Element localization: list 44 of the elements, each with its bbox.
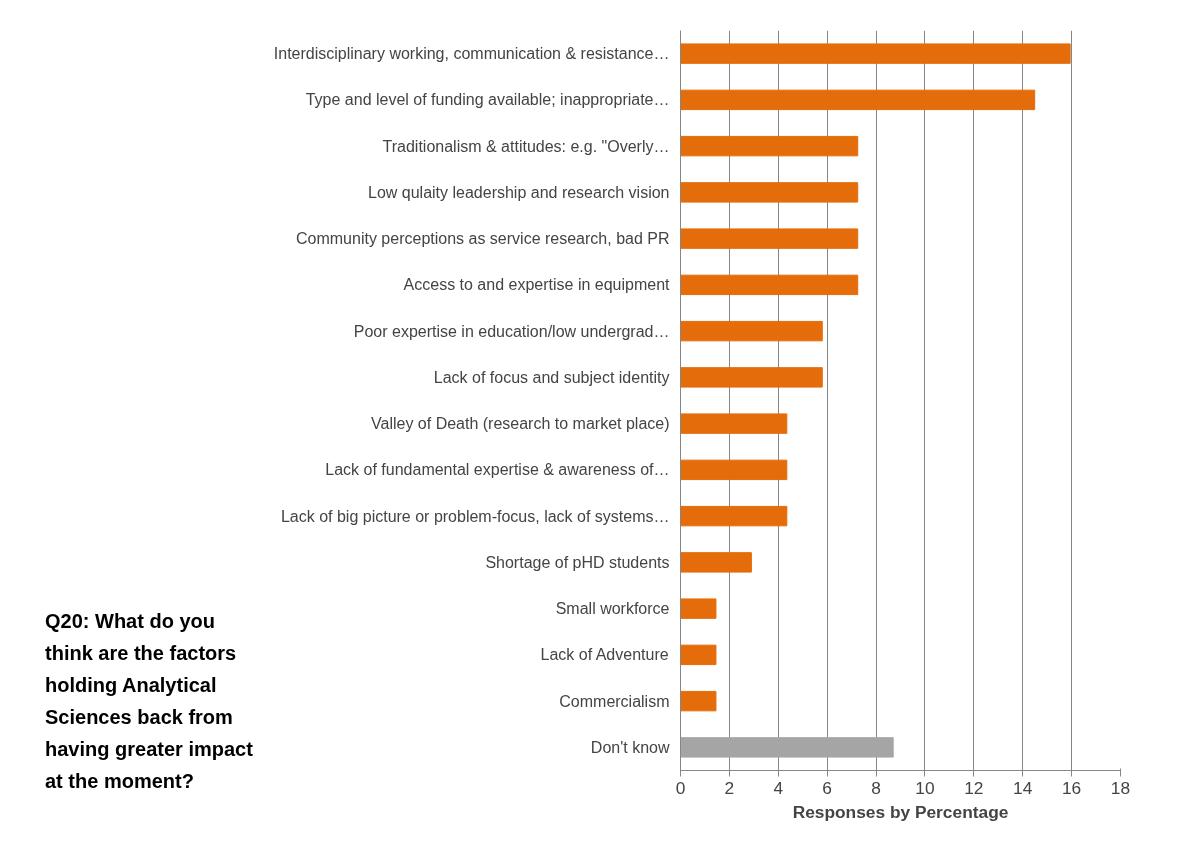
x-tick-label: 14 [1013, 777, 1033, 798]
bar [680, 413, 788, 434]
x-tick-label: 2 [724, 777, 735, 798]
y-tick-label: Poor expertise in education/low undergrad… [353, 322, 670, 340]
x-tick-label: 18 [1110, 777, 1131, 798]
y-tick-label: Lack of focus and subject identity [433, 368, 670, 386]
bar [680, 228, 859, 249]
bar [680, 89, 1036, 111]
y-tick-label: Access to and expertise in equipment [403, 276, 671, 294]
bar [680, 552, 752, 573]
x-tick-label: 16 [1061, 777, 1082, 798]
x-tick-label: 12 [964, 777, 984, 798]
y-tick-label: Community perceptions as service research, bad PR [296, 230, 670, 248]
y-tick-label: Don't know [590, 738, 670, 756]
bar [680, 135, 859, 157]
y-tick-label: Shortage of pHD students [485, 553, 670, 571]
bar [680, 320, 823, 342]
y-tick-label: Low qulaity leadership and research vision [367, 183, 670, 201]
y-tick-label: Valley of Death (research to market place) [371, 415, 670, 433]
bar [680, 274, 859, 296]
y-tick-label: Interdisciplinary working, communication & resistance… [273, 45, 670, 63]
y-tick-label: Lack of big picture or problem-focus, lack of systems… [280, 507, 670, 525]
y-tick-label: Traditionalism & attitudes: e.g. "Overly… [382, 137, 670, 155]
x-tick-label: 6 [822, 777, 832, 798]
bar [680, 182, 859, 203]
x-tick-label: 0 [675, 777, 686, 798]
x-axis-title: Responses by Percentage [792, 801, 1009, 822]
bar [680, 367, 823, 388]
x-tick-label: 4 [773, 777, 784, 798]
y-tick-label: Small workforce [555, 600, 670, 618]
x-tick-label: 8 [871, 777, 881, 798]
bar [680, 598, 717, 619]
bar [680, 505, 788, 527]
y-tick-label: Lack of fundamental expertise & awareness of… [325, 461, 670, 479]
y-tick-label: Type and level of funding available; inappropriate… [305, 91, 670, 109]
bar [680, 737, 894, 758]
y-tick-label: Lack of Adventure [540, 646, 669, 664]
bar [680, 690, 717, 712]
text: Q20: What do you think are the factors holding Analytical Sciences back from having greater impact at the moment? [45, 609, 254, 794]
bar [680, 459, 788, 481]
y-tick-label: Commercialism [559, 692, 670, 710]
x-tick-label: 10 [915, 777, 935, 798]
bar [680, 644, 717, 666]
bar [680, 43, 1071, 64]
